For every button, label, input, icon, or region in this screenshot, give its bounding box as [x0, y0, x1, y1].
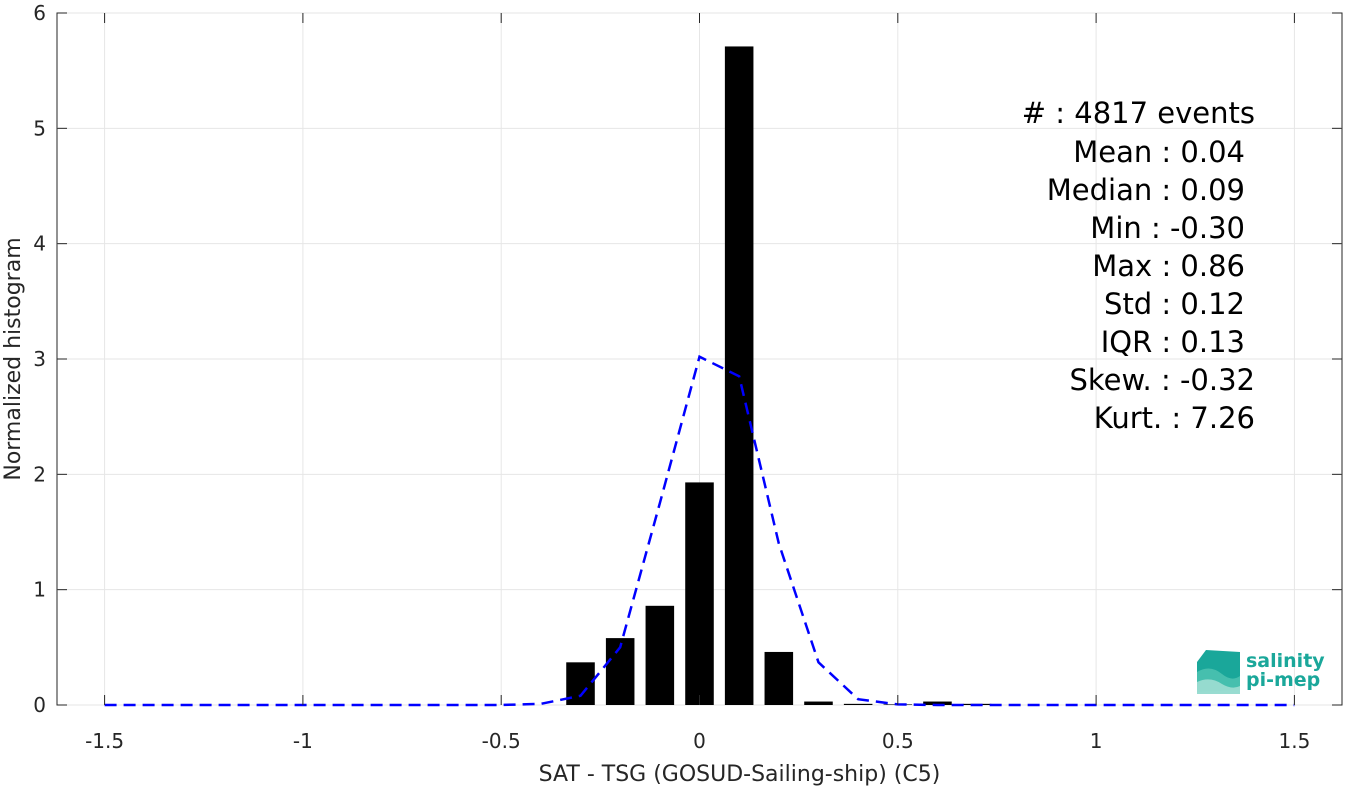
- wave-icon: [1197, 650, 1240, 694]
- y-axis-ticks: 0 1 2 3 4 5 6: [33, 1, 1342, 717]
- y-tick-label: 4: [33, 232, 46, 256]
- y-tick-label: 2: [33, 462, 46, 486]
- stat-kurt: Kurt. : 7.26: [1094, 401, 1255, 435]
- histogram-bar: [923, 701, 952, 705]
- statistics-annotation: # : 4817 events Mean : 0.04 Median : 0.0…: [1022, 96, 1255, 435]
- y-tick-label: 1: [33, 578, 46, 602]
- x-tick-label: 0: [693, 729, 706, 753]
- x-axis-label: SAT - TSG (GOSUD-Sailing-ship) (C5): [539, 762, 941, 787]
- x-tick-label: 1.5: [1279, 729, 1311, 753]
- stat-max: Max : 0.86: [1092, 249, 1245, 283]
- logo-line2: pi-mep: [1246, 669, 1320, 691]
- stat-skew: Skew. : -0.32: [1069, 363, 1255, 397]
- x-tick-label: -0.5: [482, 729, 521, 753]
- stat-iqr: IQR : 0.13: [1101, 325, 1245, 359]
- salinity-pi-mep-logo: salinity pi-mep: [1197, 650, 1325, 694]
- x-tick-label: 0.5: [882, 729, 914, 753]
- stat-median: Median : 0.09: [1047, 173, 1245, 207]
- histogram-bar: [764, 651, 794, 705]
- x-tick-label: -1.5: [85, 729, 124, 753]
- stat-events: # : 4817 events: [1022, 96, 1255, 130]
- histogram-bars: [566, 46, 992, 706]
- histogram-bar: [804, 701, 833, 705]
- logo-line1: salinity: [1246, 650, 1325, 672]
- y-tick-label: 3: [33, 347, 46, 371]
- y-axis-label: Normalized histogram: [1, 237, 26, 480]
- y-tick-label: 0: [33, 693, 46, 717]
- stat-min: Min : -0.30: [1090, 211, 1245, 245]
- stat-mean: Mean : 0.04: [1073, 135, 1245, 169]
- x-tick-label: 1: [1090, 729, 1103, 753]
- y-tick-label: 5: [33, 116, 46, 140]
- x-tick-label: -1: [293, 729, 313, 753]
- histogram-bar: [843, 703, 873, 705]
- histogram-bar: [685, 482, 714, 705]
- y-tick-label: 6: [33, 1, 46, 25]
- histogram-bar: [645, 605, 675, 705]
- x-axis-ticks: -1.5 -1 -0.5 0 0.5 1 1.5: [85, 13, 1310, 753]
- stat-std: Std : 0.12: [1104, 287, 1245, 321]
